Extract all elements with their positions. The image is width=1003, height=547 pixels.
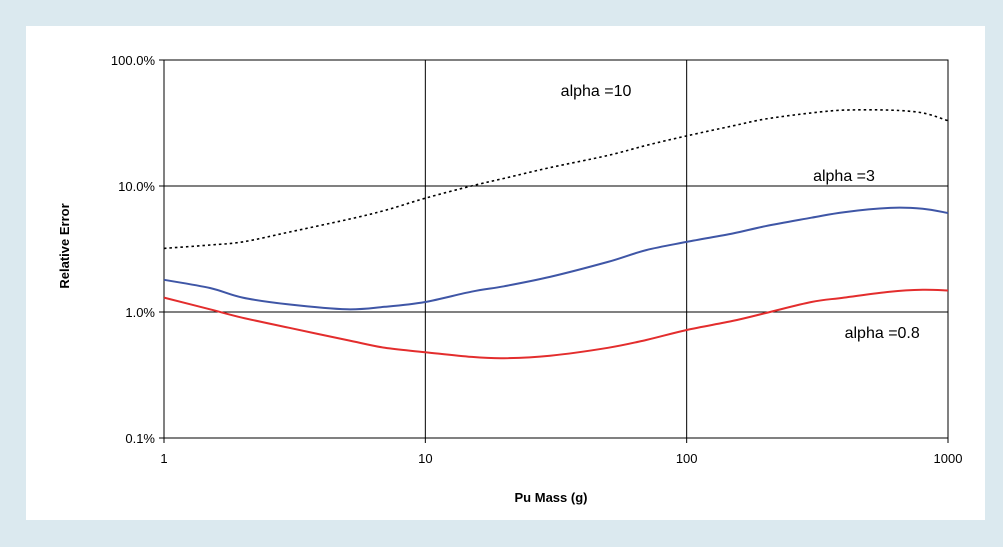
grid-lines bbox=[159, 59, 949, 443]
series-annotation: alpha =0.8 bbox=[845, 325, 920, 342]
series-line-1 bbox=[163, 206, 949, 311]
x-tick-label: 10 bbox=[418, 451, 432, 466]
series-annotation: alpha =10 bbox=[561, 83, 632, 100]
series-group bbox=[163, 109, 949, 360]
tick-labels: 1 10 100 1000 0.1% 1.0% 10.0% 100.0% bbox=[111, 53, 963, 466]
x-tick-label: 1000 bbox=[934, 451, 963, 466]
y-tick-label: 10.0% bbox=[118, 179, 155, 194]
y-tick-label: 100.0% bbox=[111, 53, 156, 68]
series-line-0 bbox=[163, 109, 949, 250]
y-tick-label: 0.1% bbox=[125, 431, 155, 446]
x-tick-label: 1 bbox=[160, 451, 167, 466]
y-tick-label: 1.0% bbox=[125, 305, 155, 320]
x-axis-title: Pu Mass (g) bbox=[515, 490, 588, 505]
series-line-2 bbox=[163, 288, 949, 360]
series-annotations: alpha =10 alpha =3 alpha =0.8 bbox=[561, 83, 920, 342]
plot-frame bbox=[163, 59, 949, 439]
series-annotation: alpha =3 bbox=[813, 168, 875, 185]
y-axis-title: Relative Error bbox=[57, 203, 72, 288]
x-tick-label: 100 bbox=[676, 451, 698, 466]
